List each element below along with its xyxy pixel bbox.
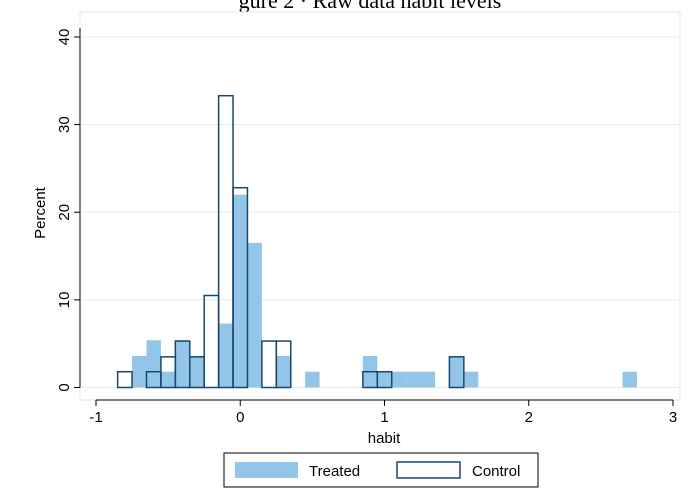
control-bar (116, 370, 133, 389)
treated-bar (463, 371, 479, 388)
treated-bar (622, 371, 637, 388)
control-bar (448, 356, 465, 389)
treated-bar (189, 355, 205, 388)
treated-bar (391, 371, 407, 388)
x-tick-label: 1 (380, 409, 388, 426)
control-bar (232, 186, 249, 389)
control-bars (116, 94, 465, 389)
legend-label-treated: Treated (309, 463, 360, 480)
x-axis-title: habit (368, 430, 401, 447)
y-axis-title: Percent (32, 186, 49, 239)
grid-lines (81, 36, 679, 388)
x-ticks: -1 0 1 2 3 (89, 400, 677, 426)
y-tick-label: 0 (56, 383, 73, 391)
treated-bar (406, 371, 421, 388)
x-tick-label: 3 (669, 409, 677, 426)
treated-bar (449, 355, 464, 388)
treated-bars (132, 194, 637, 388)
y-tick-label: 40 (56, 29, 73, 46)
legend-swatch-control (396, 461, 461, 479)
treated-bar (218, 323, 234, 388)
treated-bar (160, 371, 176, 388)
treated-bar (132, 355, 147, 388)
treated-bar (377, 371, 392, 388)
legend: Treated Control (223, 452, 539, 488)
control-bar (275, 340, 292, 389)
y-ticks: 0 10 20 30 40 (56, 29, 80, 392)
y-tick-label: 20 (56, 204, 73, 221)
treated-bar (305, 371, 320, 388)
treated-bar (146, 340, 161, 388)
plot-area (79, 11, 681, 401)
legend-label-control: Control (472, 463, 520, 480)
treated-bar (175, 340, 190, 388)
x-tick-label: 0 (236, 409, 244, 426)
x-tick-label: -1 (89, 409, 102, 426)
chart-title-cut: gure 2 · Raw data habit levels (239, 0, 502, 13)
treated-bar (276, 355, 291, 388)
y-tick-label: 10 (56, 292, 73, 309)
y-tick-label: 30 (56, 116, 73, 133)
treated-bar (420, 371, 435, 388)
treated-bar (247, 242, 262, 388)
x-tick-label: 2 (525, 409, 533, 426)
control-bar (376, 370, 393, 389)
legend-swatch-treated (235, 462, 298, 478)
treated-bar (233, 194, 248, 388)
